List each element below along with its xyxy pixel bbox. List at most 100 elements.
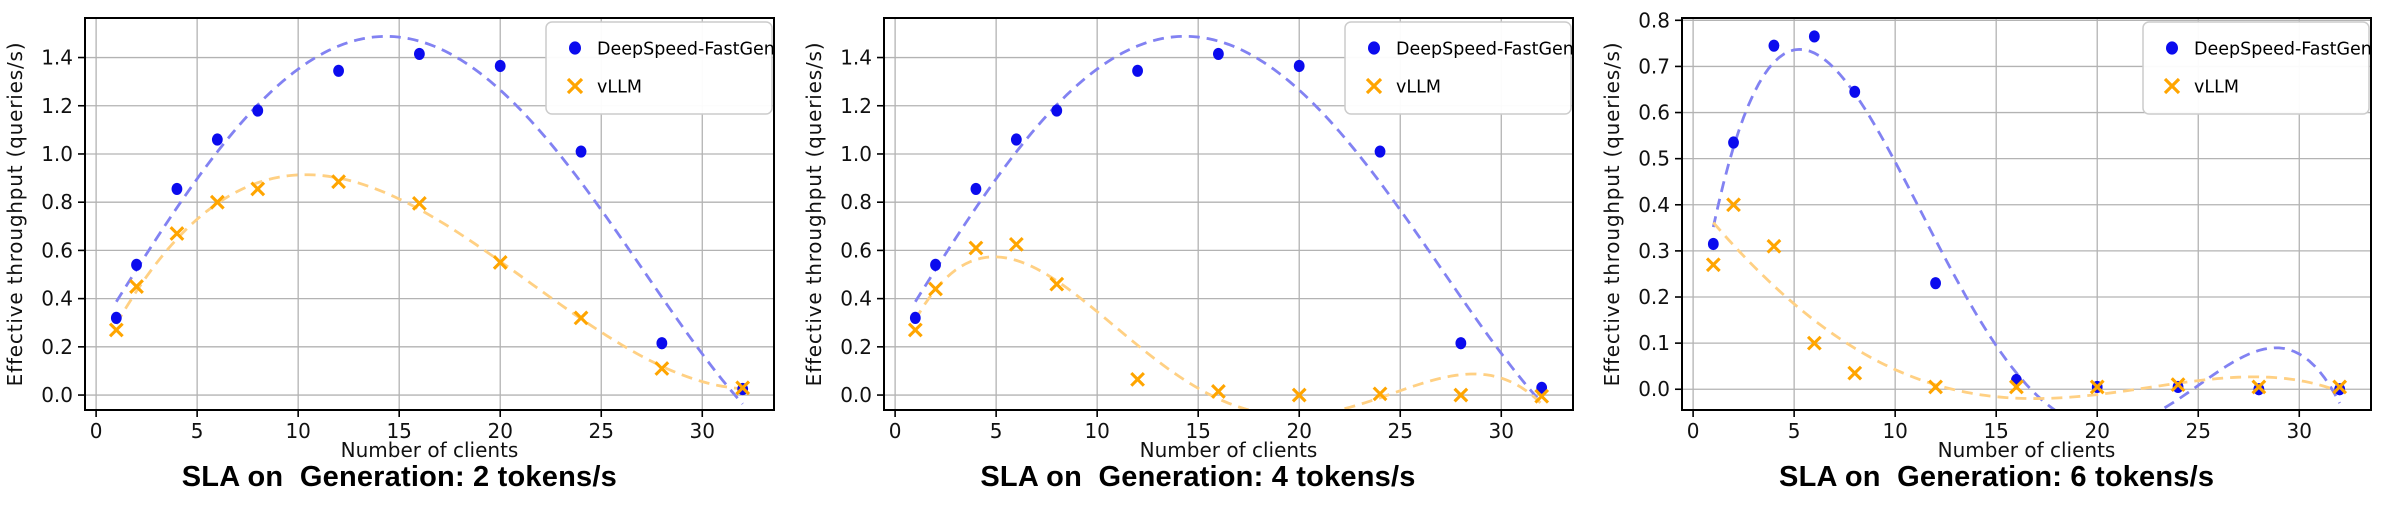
data-point xyxy=(1010,133,1022,146)
chart-sla-6-plot: 0 5 10 15 20 25 30 0.0 0.1 0.2 0.3 0.4 0.5 0.6 0.7 0.8 N… xyxy=(1597,0,2396,460)
data-point xyxy=(929,258,941,271)
y-tick-label: 0.4 xyxy=(840,287,872,311)
legend-marker-circle xyxy=(569,41,581,55)
chart-sla-2-plot: 0 5 10 15 20 25 30 0.0 0.2 0.4 0.6 0.8 1.0 1.2 1.4 Numb… xyxy=(0,0,799,460)
x-tick-label: 10 xyxy=(285,419,310,443)
data-point xyxy=(1930,277,1942,290)
y-axis-label: Effective throughput (queries/s) xyxy=(802,42,826,387)
x-tick-label: 30 xyxy=(2287,419,2312,443)
x-tick-label: 15 xyxy=(1185,419,1210,443)
y-tick-label: 0.6 xyxy=(41,238,73,262)
data-point xyxy=(1706,257,1722,273)
data-point xyxy=(412,195,427,211)
data-point xyxy=(1008,236,1024,252)
data-point xyxy=(1049,276,1064,292)
data-point xyxy=(907,322,923,338)
data-point xyxy=(2332,379,2348,395)
y-tick-label: 1.0 xyxy=(41,142,73,166)
x-tick-label: 5 xyxy=(191,419,204,443)
y-tick-label: 0.0 xyxy=(41,383,73,407)
deepspeed-fastgen-fit-line xyxy=(115,34,744,405)
x-tick-label: 15 xyxy=(1984,419,2009,443)
x-axis-label: Number of clients xyxy=(341,438,519,460)
legend-label: DeepSpeed-FastGen xyxy=(1396,40,1574,60)
deepspeed-fastgen-fit-line xyxy=(1712,47,2342,410)
y-tick-label: 0.4 xyxy=(41,287,73,311)
y-tick-label: 0.6 xyxy=(1639,101,1671,125)
data-point xyxy=(169,226,185,241)
vllm-fit-line xyxy=(115,173,743,391)
x-tick-label: 20 xyxy=(487,419,512,443)
y-tick-label: 1.0 xyxy=(840,142,872,166)
y-tick-label: 1.4 xyxy=(41,46,73,70)
data-point xyxy=(131,258,142,271)
data-point xyxy=(2251,379,2267,395)
data-point xyxy=(1212,47,1224,61)
x-tick-label: 5 xyxy=(1788,419,1801,443)
x-tick-label: 15 xyxy=(386,419,411,443)
data-point xyxy=(1768,39,1780,52)
y-tick-label: 0.1 xyxy=(1639,331,1671,355)
x-tick-label: 10 xyxy=(1883,419,1908,443)
x-tick-label: 30 xyxy=(690,419,715,443)
y-tick-label: 0.6 xyxy=(840,238,872,262)
data-point xyxy=(331,174,346,190)
x-tick-label: 0 xyxy=(888,419,901,443)
y-tick-label: 0.8 xyxy=(1639,8,1671,32)
data-point xyxy=(1809,30,1821,43)
x-axis-label: Number of clients xyxy=(1938,438,2116,460)
data-point xyxy=(656,337,668,350)
y-tick-label: 0.0 xyxy=(840,383,872,407)
data-point xyxy=(1051,104,1062,117)
data-point xyxy=(1293,59,1305,73)
chart-panel-sla-4: 0 5 10 15 20 25 30 0.0 0.2 0.4 0.6 0.8 1.0 1.2 1.4 Numb… xyxy=(798,0,1598,516)
x-tick-label: 25 xyxy=(589,419,614,443)
data-point xyxy=(1928,379,1944,395)
vllm-points xyxy=(907,236,1549,404)
data-point xyxy=(909,311,921,325)
chart-title: SLA on Generation: 2 tokens/s xyxy=(181,461,617,493)
data-point xyxy=(211,133,223,146)
data-point xyxy=(573,310,589,326)
y-axis-label: Effective throughput (queries/s) xyxy=(1600,42,1624,387)
vllm-points xyxy=(1706,197,2348,395)
plot-border xyxy=(1681,17,2373,411)
data-point xyxy=(108,322,124,338)
x-tick-label: 5 xyxy=(989,419,1002,443)
data-point xyxy=(1131,64,1143,77)
x-axis: 0 5 10 15 20 25 30 xyxy=(90,410,715,443)
data-point xyxy=(333,64,344,77)
data-point xyxy=(1726,197,1742,213)
y-axis: 0.0 0.1 0.2 0.3 0.4 0.5 0.6 0.7 0.8 xyxy=(1639,8,1683,401)
data-point xyxy=(1847,365,1863,381)
data-point xyxy=(970,182,981,196)
data-point xyxy=(1291,387,1307,403)
legend-marker-x xyxy=(2164,77,2181,95)
y-tick-label: 0.2 xyxy=(840,335,872,359)
y-tick-label: 0.5 xyxy=(1639,147,1671,171)
data-point xyxy=(129,279,144,294)
data-point xyxy=(1210,384,1226,399)
legend-marker-circle xyxy=(2166,41,2179,55)
data-point xyxy=(1374,145,1386,158)
legend-marker-circle xyxy=(1367,41,1380,55)
deepspeed-fastgen-fit-line xyxy=(913,34,1543,404)
data-point xyxy=(654,361,670,376)
y-axis: 0.0 0.2 0.4 0.6 0.8 1.0 1.2 1.4 xyxy=(41,46,85,407)
data-point xyxy=(1807,335,1823,351)
plot-border xyxy=(882,17,1574,411)
y-tick-label: 0.7 xyxy=(1639,54,1671,78)
data-point xyxy=(1728,136,1740,149)
data-point xyxy=(209,194,225,210)
y-tick-label: 0.2 xyxy=(41,335,73,359)
chart-sla-4-plot: 0 5 10 15 20 25 30 0.0 0.2 0.4 0.6 0.8 1.0 1.2 1.4 Numb… xyxy=(798,0,1598,460)
y-tick-label: 0.8 xyxy=(840,190,872,214)
x-tick-label: 0 xyxy=(90,419,103,443)
chart-title: SLA on Generation: 6 tokens/s xyxy=(1779,461,2215,493)
data-point xyxy=(1849,85,1861,98)
data-point xyxy=(110,311,122,325)
legend-marker-x xyxy=(566,77,584,95)
data-point xyxy=(1766,238,1782,254)
vllm-points xyxy=(108,174,751,396)
y-axis: 0.0 0.2 0.4 0.6 0.8 1.0 1.2 1.4 xyxy=(840,46,884,407)
